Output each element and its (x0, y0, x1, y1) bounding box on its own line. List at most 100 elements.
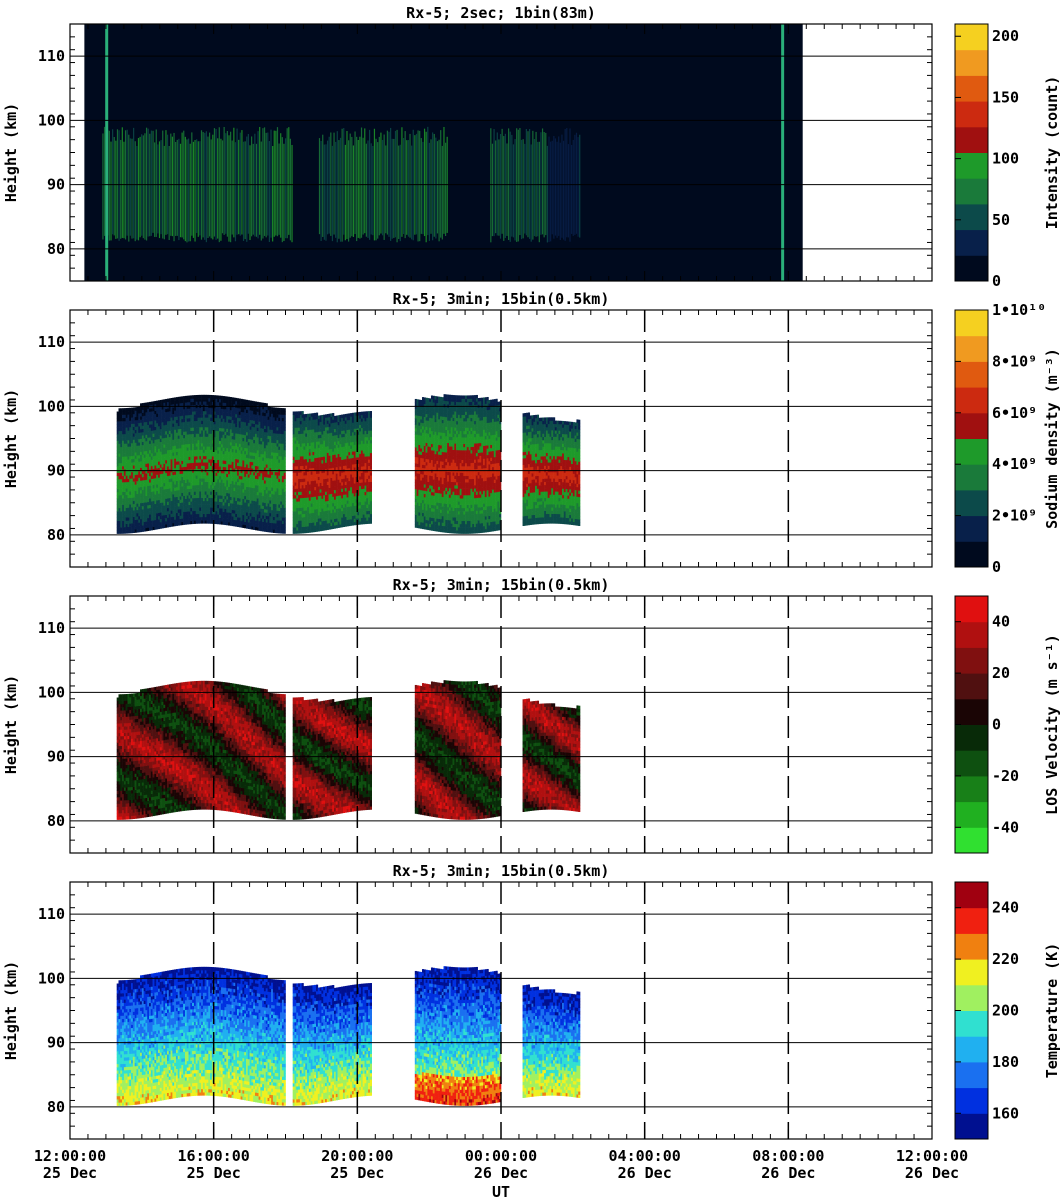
cell (168, 459, 171, 463)
cell (278, 494, 281, 499)
cell (305, 497, 308, 501)
cell (303, 471, 306, 476)
cell (267, 425, 270, 430)
cell (231, 400, 234, 405)
cell (307, 478, 310, 482)
cell (140, 435, 143, 439)
cell (157, 464, 161, 469)
cell (166, 450, 170, 454)
cell (217, 482, 220, 486)
cell (267, 493, 270, 497)
cell (120, 440, 123, 444)
cell (237, 501, 240, 505)
cell (298, 446, 301, 451)
cell (138, 432, 141, 436)
cell (235, 523, 238, 527)
cell (208, 449, 211, 454)
stripe (158, 141, 161, 239)
cell (276, 500, 279, 505)
cell (161, 460, 164, 465)
stripe (251, 136, 253, 237)
cell (298, 472, 301, 476)
cell (177, 428, 180, 433)
cell (188, 450, 191, 454)
cell (149, 507, 152, 512)
cell (242, 424, 245, 429)
cell (307, 436, 310, 440)
cell (210, 436, 213, 441)
cell (220, 466, 223, 471)
stripe (263, 127, 266, 236)
cell (301, 423, 304, 428)
cell (174, 439, 177, 443)
cell (181, 479, 184, 484)
cell (308, 429, 311, 434)
cell (120, 421, 123, 425)
cell (165, 408, 168, 413)
cell (166, 498, 170, 502)
cell (319, 431, 322, 435)
cell (157, 490, 161, 494)
cell (118, 408, 121, 412)
cell (129, 475, 132, 479)
cell (150, 523, 153, 528)
cell (314, 480, 317, 484)
cell (206, 471, 209, 476)
cell (201, 449, 204, 453)
cell (314, 444, 317, 449)
cell (229, 400, 232, 404)
cell (188, 504, 191, 509)
cell (201, 484, 204, 489)
cell (254, 478, 258, 483)
cell (298, 494, 301, 499)
cell (145, 527, 148, 532)
cell (116, 459, 119, 464)
cell (299, 526, 302, 531)
cell (219, 405, 222, 409)
cell (220, 408, 223, 413)
cell (301, 484, 304, 489)
cell (172, 407, 175, 411)
cell (231, 471, 234, 475)
cell (274, 430, 277, 434)
cell (143, 405, 146, 410)
cell (224, 460, 227, 465)
cell (163, 502, 166, 506)
cell (298, 475, 301, 480)
cell (215, 446, 218, 451)
cell (222, 518, 225, 522)
cell (258, 508, 261, 512)
cell (195, 430, 198, 434)
cell (206, 491, 209, 495)
cell (245, 505, 249, 510)
cell (305, 430, 308, 434)
cell (161, 492, 164, 497)
cell (220, 460, 223, 464)
cell (274, 526, 277, 530)
cell (235, 481, 238, 485)
cell (231, 403, 234, 408)
cell (215, 401, 218, 406)
cell (202, 433, 205, 437)
cell (204, 462, 207, 466)
cell (247, 480, 250, 485)
cell (202, 410, 205, 415)
cell (166, 488, 170, 493)
cell (154, 445, 157, 450)
cell (226, 418, 229, 423)
cell (262, 476, 265, 481)
cell (154, 490, 157, 495)
cell (175, 406, 179, 411)
cell (165, 495, 168, 499)
cell (210, 500, 213, 505)
cell (181, 495, 184, 500)
cell (308, 442, 311, 446)
cell (179, 496, 182, 500)
cell (145, 431, 148, 435)
cell (283, 408, 286, 412)
cell (330, 464, 333, 469)
cell (267, 519, 270, 523)
cell (303, 452, 306, 457)
stripe (112, 129, 114, 235)
cell (323, 433, 326, 438)
